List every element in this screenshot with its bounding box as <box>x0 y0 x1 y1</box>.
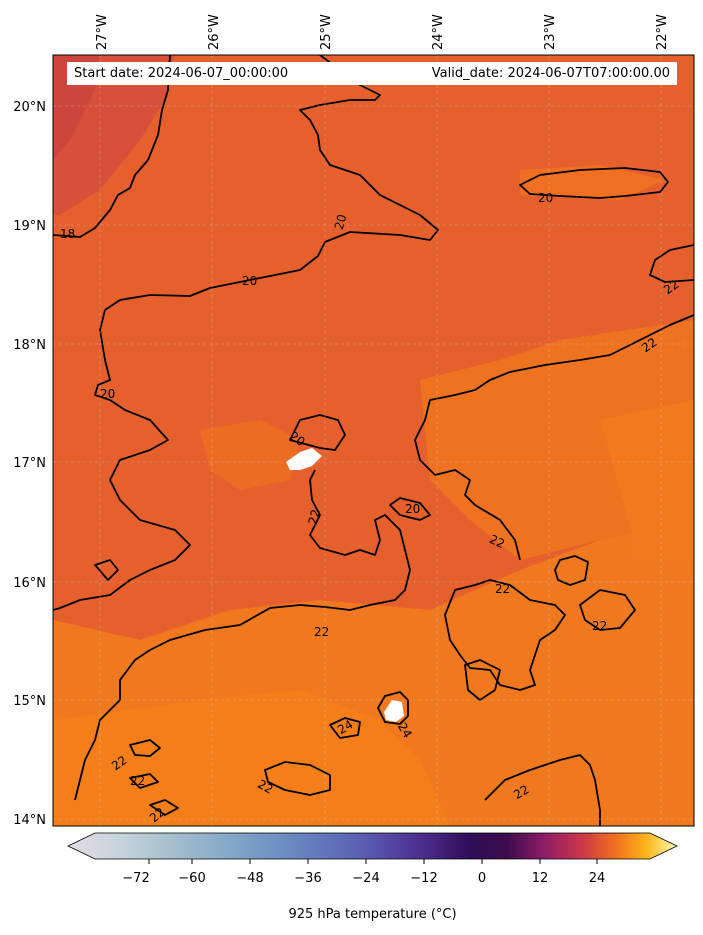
lon-label: 23°W <box>543 14 558 50</box>
contour-label: 22 <box>495 582 510 596</box>
contour-label: 20 <box>332 213 349 231</box>
contour-label: 22 <box>592 619 607 633</box>
lat-label: 16°N <box>13 576 46 591</box>
contour-label: 24 <box>335 717 355 737</box>
contour-label: 24 <box>395 720 415 740</box>
contour-label: 20 <box>100 387 115 401</box>
contour-label: 20 <box>405 502 420 516</box>
lat-label: 17°N <box>13 456 46 471</box>
lon-label: 22°W <box>655 14 670 50</box>
contour-label: 20 <box>242 274 257 288</box>
header-box <box>67 62 677 85</box>
colorbar-tick: −36 <box>294 871 321 886</box>
colorbar-tick: −60 <box>178 871 205 886</box>
contour-label: 20 <box>538 191 553 205</box>
colorbar-tick: −72 <box>122 871 149 886</box>
latitude-labels: 20°N 19°N 18°N 17°N 16°N 15°N 14°N <box>13 100 46 828</box>
colorbar-body <box>67 832 678 860</box>
lat-label: 15°N <box>13 694 46 709</box>
colorbar-tick: 24 <box>589 871 606 886</box>
lat-label: 14°N <box>13 813 46 828</box>
lon-label: 24°W <box>431 14 446 50</box>
valid-date-label: Valid_date: 2024-06-07T07:00:00.00 <box>431 66 670 81</box>
lon-label: 25°W <box>319 14 334 50</box>
contour-label: 22 <box>255 777 275 797</box>
lon-label: 26°W <box>207 14 222 50</box>
lon-label: 27°W <box>95 14 110 50</box>
contour-label: 22 <box>130 774 145 788</box>
lat-label: 19°N <box>13 219 46 234</box>
contour-label: 22 <box>306 508 323 526</box>
colorbar-tick: 0 <box>478 871 486 886</box>
colorbar: −72 −60 −48 −36 −24 −12 0 12 24 <box>67 832 678 886</box>
gridlines <box>53 55 694 826</box>
contour-label: 22 <box>314 625 329 639</box>
colorbar-tick: −48 <box>236 871 263 886</box>
contour-label: 22 <box>511 782 531 802</box>
lat-label: 18°N <box>13 338 46 353</box>
colorbar-tick: −12 <box>410 871 437 886</box>
contour-label: 22 <box>487 532 507 551</box>
temperature-field <box>53 55 694 826</box>
colorbar-title: 925 hPa temperature (°C) <box>288 907 457 922</box>
contour-label: 18 <box>60 227 75 241</box>
contour-lines <box>53 55 694 826</box>
start-date-label: Start date: 2024-06-07_00:00:00 <box>74 66 289 81</box>
map-frame <box>52 54 695 827</box>
lat-label: 20°N <box>13 100 46 115</box>
colorbar-tick: −24 <box>352 871 379 886</box>
colorbar-tick: 12 <box>532 871 549 886</box>
longitude-labels: 27°W 26°W 25°W 24°W 23°W 22°W <box>95 14 670 50</box>
